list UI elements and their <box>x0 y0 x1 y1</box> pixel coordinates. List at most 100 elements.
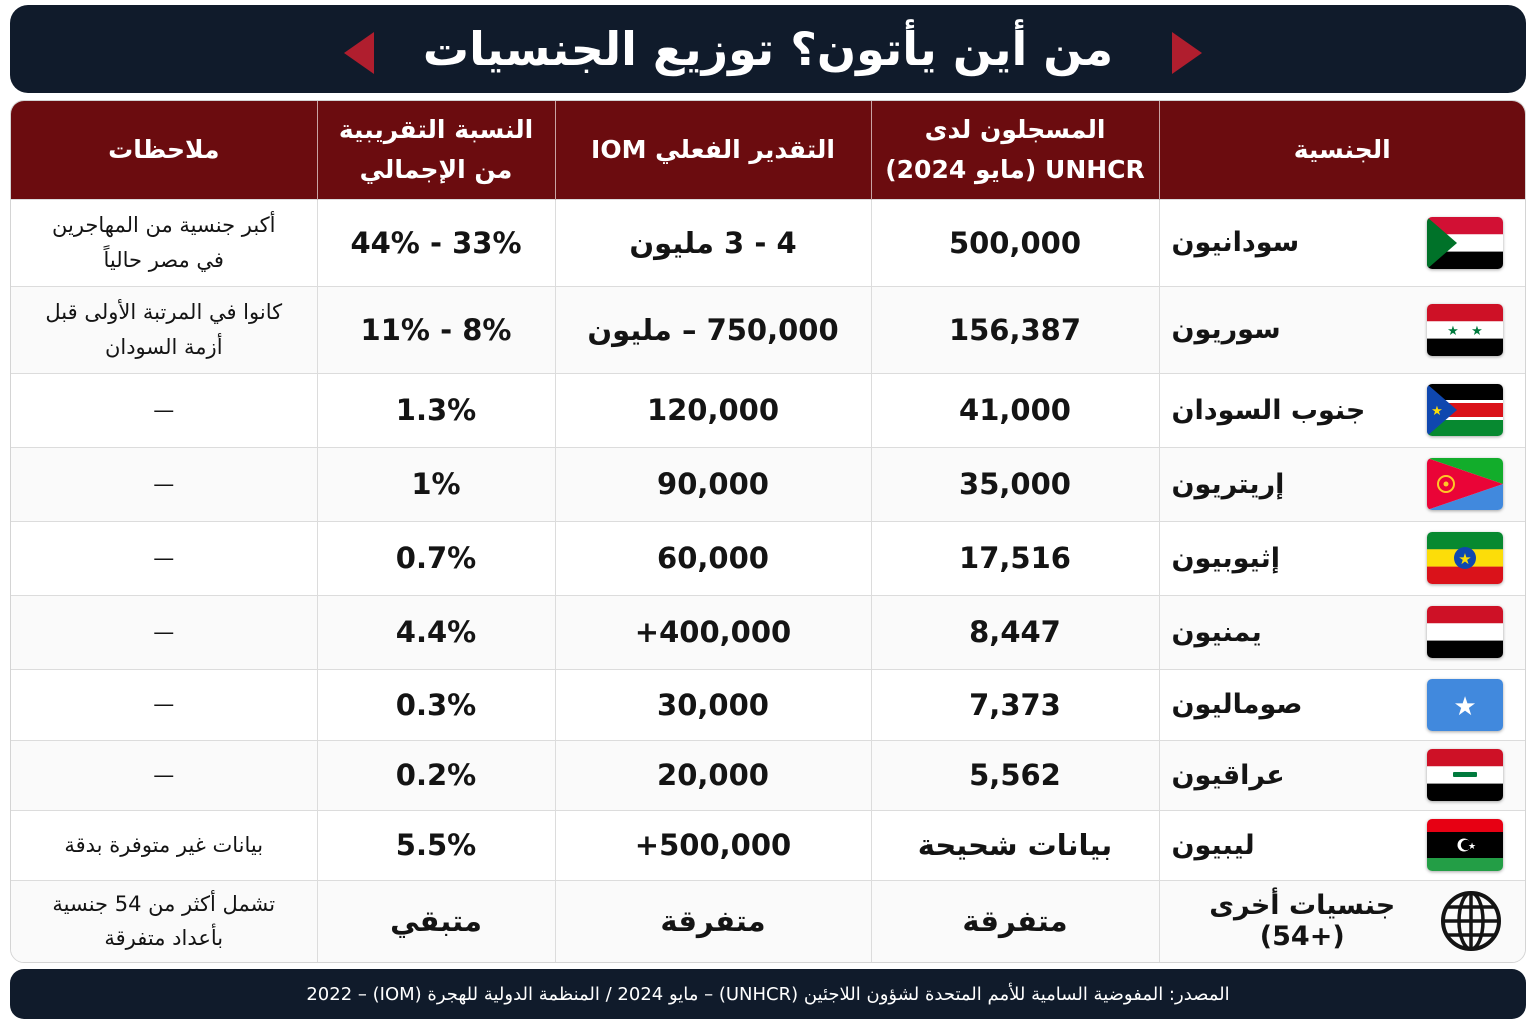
share-cell: 5.5% <box>316 809 555 880</box>
nationality-name: يمنيون <box>1171 616 1262 648</box>
note-line1: — <box>153 692 175 717</box>
iraq-flag-icon <box>1427 749 1503 801</box>
note-cell: — <box>11 668 317 740</box>
nationality-cell: إريتريون <box>1158 446 1525 521</box>
header-nationality: الجنسية <box>1158 101 1525 199</box>
svg-text:★: ★ <box>1471 324 1483 339</box>
header-unhcr: المسجلون لدى UNHCR (مايو 2024) <box>870 101 1159 199</box>
nationalities-table: الجنسية المسجلون لدى UNHCR (مايو 2024) ا… <box>10 100 1526 963</box>
somalia-flag-icon: ★ <box>1427 678 1503 731</box>
svg-text:★: ★ <box>1447 324 1459 339</box>
note-line1: تشمل أكثر من 54 جنسية <box>52 891 276 916</box>
source-text: المصدر: المفوضية السامية للأمم المتحدة ل… <box>306 983 1230 1005</box>
nationality-cell: ★ إثيوبيون <box>1158 520 1525 595</box>
svg-text:★: ★ <box>1453 692 1476 722</box>
iom-cell: 30,000 <box>554 668 871 740</box>
note-line1: بيانات غير متوفرة بدقة <box>64 832 264 857</box>
header-share-line1: النسبة التقريبية <box>338 114 534 144</box>
globe-icon <box>1439 889 1503 953</box>
unhcr-cell: 8,447 <box>870 594 1159 669</box>
iom-cell: متفرقة <box>554 879 871 962</box>
table-row: جنسيات أخرى (+54) متفرقة متفرقة متبقي تش… <box>11 879 1525 962</box>
note-cell: — <box>11 739 317 810</box>
note-cell: — <box>11 520 317 595</box>
note-line1: — <box>153 619 175 644</box>
unhcr-cell: بيانات شحيحة <box>870 809 1159 880</box>
unhcr-cell: 41,000 <box>870 372 1159 447</box>
syria-flag-icon: ★ ★ <box>1427 303 1503 356</box>
nationality-name: جنوب السودان <box>1171 394 1366 426</box>
header-unhcr-line1: المسجلون لدى <box>924 114 1106 144</box>
share-cell: 1.3% <box>316 372 555 447</box>
unhcr-cell: 7,373 <box>870 668 1159 740</box>
iom-cell: 120,000 <box>554 372 871 447</box>
note-line1: — <box>153 471 175 496</box>
share-cell: 33% - 44% <box>316 198 555 286</box>
iom-cell: 20,000 <box>554 739 871 810</box>
unhcr-cell: 17,516 <box>870 520 1159 595</box>
svg-text:★: ★ <box>1468 842 1476 852</box>
note-line1: — <box>153 545 175 570</box>
nationality-cell: يمنيون <box>1158 594 1525 669</box>
svg-text:★: ★ <box>1458 550 1471 568</box>
svg-text:★: ★ <box>1431 404 1443 419</box>
table-row: عراقيون 5,562 20,000 0.2% — <box>11 739 1525 810</box>
table-header-row: الجنسية المسجلون لدى UNHCR (مايو 2024) ا… <box>11 101 1525 199</box>
share-cell: 0.3% <box>316 668 555 740</box>
yemen-flag-icon <box>1427 606 1503 658</box>
nationality-name: سوريون <box>1171 314 1281 345</box>
south-sudan-flag-icon: ★ <box>1427 384 1503 436</box>
unhcr-cell: 156,387 <box>870 285 1159 373</box>
note-cell: — <box>11 372 317 447</box>
title-arrow-left-icon <box>344 32 374 74</box>
table-row: إريتريون 35,000 90,000 1% — <box>11 446 1525 521</box>
eritrea-flag-icon <box>1427 458 1503 510</box>
unhcr-cell: متفرقة <box>870 879 1159 962</box>
note-cell: كانوا في المرتبة الأولى قبل أزمة السودان <box>11 285 317 373</box>
nationality-name: عراقيون <box>1171 759 1285 791</box>
iom-cell: 90,000 <box>554 446 871 521</box>
nationality-cell: عراقيون <box>1158 739 1525 810</box>
note-cell: أكبر جنسية من المهاجرين في مصر حالياً <box>11 198 317 286</box>
header-notes: ملاحظات <box>108 134 220 164</box>
iom-cell: 60,000 <box>554 520 871 595</box>
note-line1: أكبر جنسية من المهاجرين <box>51 212 276 237</box>
nationality-name: ليبيون <box>1171 829 1255 861</box>
table-row: يمنيون 8,447 400,000+ 4.4% — <box>11 594 1525 669</box>
note-line1: كانوا في المرتبة الأولى قبل <box>45 299 283 324</box>
unhcr-cell: 35,000 <box>870 446 1159 521</box>
header-iom: التقدير الفعلي IOM <box>554 101 871 199</box>
note-cell: بيانات غير متوفرة بدقة <box>11 809 317 880</box>
nationality-cell: سودانيون <box>1158 198 1525 286</box>
sudan-flag-icon <box>1427 216 1503 269</box>
header-share-line2: من الإجمالي <box>359 154 513 184</box>
note-line1: — <box>153 397 175 422</box>
table-row: سودانيون 500,000 4 - 3 مليون 33% - 44% أ… <box>11 198 1525 286</box>
share-cell: 4.4% <box>316 594 555 669</box>
share-cell: 1% <box>316 446 555 521</box>
note-cell: — <box>11 594 317 669</box>
share-cell: 0.7% <box>316 520 555 595</box>
iom-cell: 400,000+ <box>554 594 871 669</box>
nationality-name: إثيوبيون <box>1171 542 1280 574</box>
nationality-cell: ★ ليبيون <box>1158 809 1525 880</box>
nationality-cell: ★ صوماليون <box>1158 668 1525 740</box>
table-row: ★ ★ سوريون 156,387 750,000 – مليون 8% - 1… <box>11 285 1525 373</box>
header-share: النسبة التقريبية من الإجمالي <box>316 101 555 199</box>
nationality-name: سودانيون <box>1171 227 1300 258</box>
note-cell: — <box>11 446 317 521</box>
unhcr-cell: 500,000 <box>870 198 1159 286</box>
iom-cell: 4 - 3 مليون <box>554 198 871 286</box>
page-title: من أين يأتون؟ توزيع الجنسيات <box>422 22 1114 76</box>
nationality-cell: ★ جنوب السودان <box>1158 372 1525 447</box>
nationality-cell: جنسيات أخرى (+54) <box>1158 879 1525 962</box>
title-bar: من أين يأتون؟ توزيع الجنسيات <box>10 5 1526 93</box>
table-row: ★ إثيوبيون 17,516 60,000 0.7% — <box>11 520 1525 595</box>
nationality-cell: ★ ★ سوريون <box>1158 285 1525 373</box>
table-row: ★ جنوب السودان 41,000 120,000 1.3% — <box>11 372 1525 447</box>
nationality-name: إريتريون <box>1171 468 1285 500</box>
libya-flag-icon: ★ <box>1427 819 1503 871</box>
note-line2: بأعداد متفرقة <box>104 926 224 951</box>
share-cell: 8% - 11% <box>316 285 555 373</box>
note-line2: في مصر حالياً <box>103 247 224 272</box>
